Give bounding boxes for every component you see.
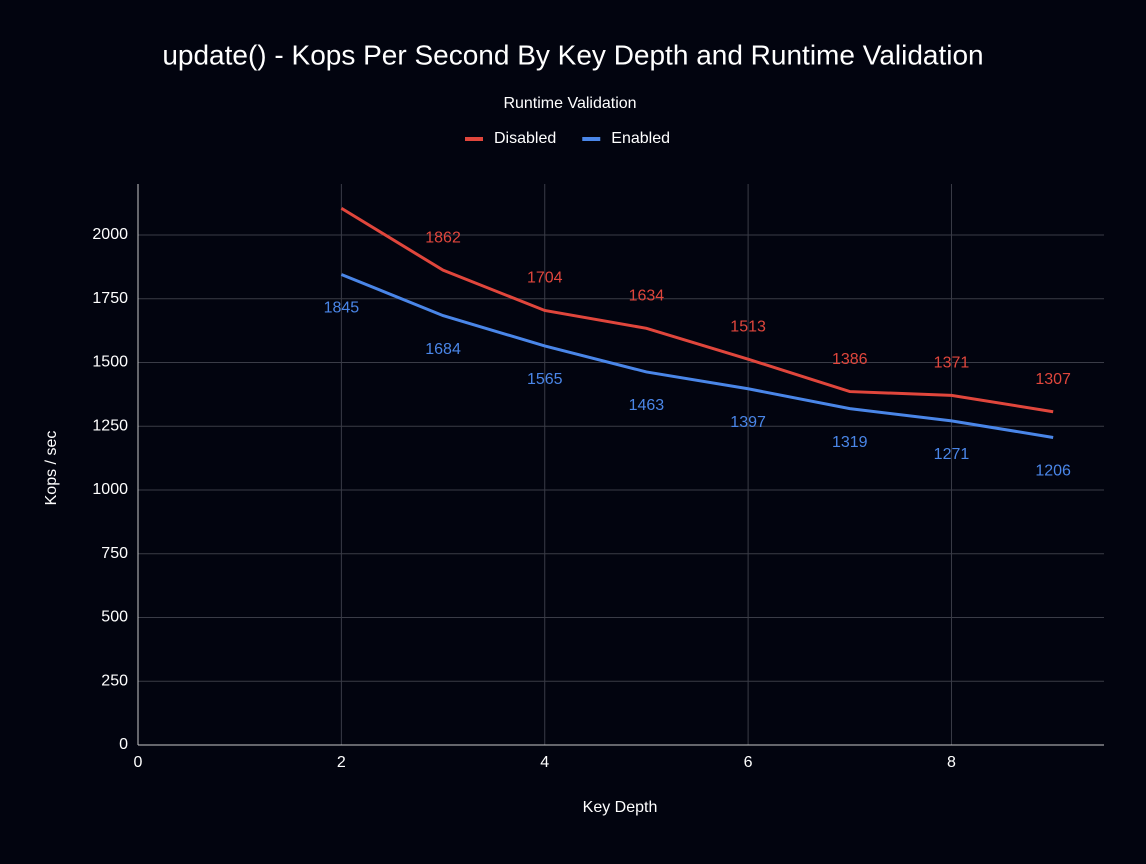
x-tick-label: 8 <box>947 754 956 771</box>
data-label: 1307 <box>1035 371 1071 388</box>
data-label: 1565 <box>527 371 563 388</box>
data-label: 1386 <box>832 351 868 368</box>
x-tick-label: 4 <box>540 754 549 771</box>
x-tick-label: 0 <box>134 754 143 771</box>
legend-label: Enabled <box>611 130 670 147</box>
chart-title: update() - Kops Per Second By Key Depth … <box>162 39 983 70</box>
data-label: 1463 <box>629 397 665 414</box>
data-label: 1634 <box>629 288 665 305</box>
data-label: 1845 <box>324 300 360 317</box>
data-label: 1271 <box>934 446 970 463</box>
y-tick-label: 1750 <box>92 290 128 307</box>
data-label: 1684 <box>425 341 461 358</box>
legend-title: Runtime Validation <box>503 95 636 112</box>
x-tick-label: 6 <box>744 754 753 771</box>
y-tick-label: 500 <box>101 609 128 626</box>
x-axis-title: Key Depth <box>583 799 658 816</box>
y-tick-label: 1000 <box>92 481 128 498</box>
data-label: 1862 <box>425 229 461 246</box>
y-tick-label: 0 <box>119 736 128 753</box>
y-axis-title: Kops / sec <box>43 431 60 506</box>
y-tick-label: 2000 <box>92 226 128 243</box>
data-label: 1371 <box>934 355 970 372</box>
y-tick-label: 750 <box>101 545 128 562</box>
y-tick-label: 1500 <box>92 354 128 371</box>
data-label: 1206 <box>1035 463 1071 480</box>
data-label: 1513 <box>730 318 766 335</box>
series-line <box>340 206 1054 414</box>
data-label: 1397 <box>730 414 766 431</box>
legend-label: Disabled <box>494 130 556 147</box>
series-line <box>340 273 1054 439</box>
y-tick-label: 1250 <box>92 417 128 434</box>
data-label: 1319 <box>832 434 868 451</box>
x-tick-label: 2 <box>337 754 346 771</box>
y-tick-label: 250 <box>101 672 128 689</box>
data-label: 1704 <box>527 270 563 287</box>
